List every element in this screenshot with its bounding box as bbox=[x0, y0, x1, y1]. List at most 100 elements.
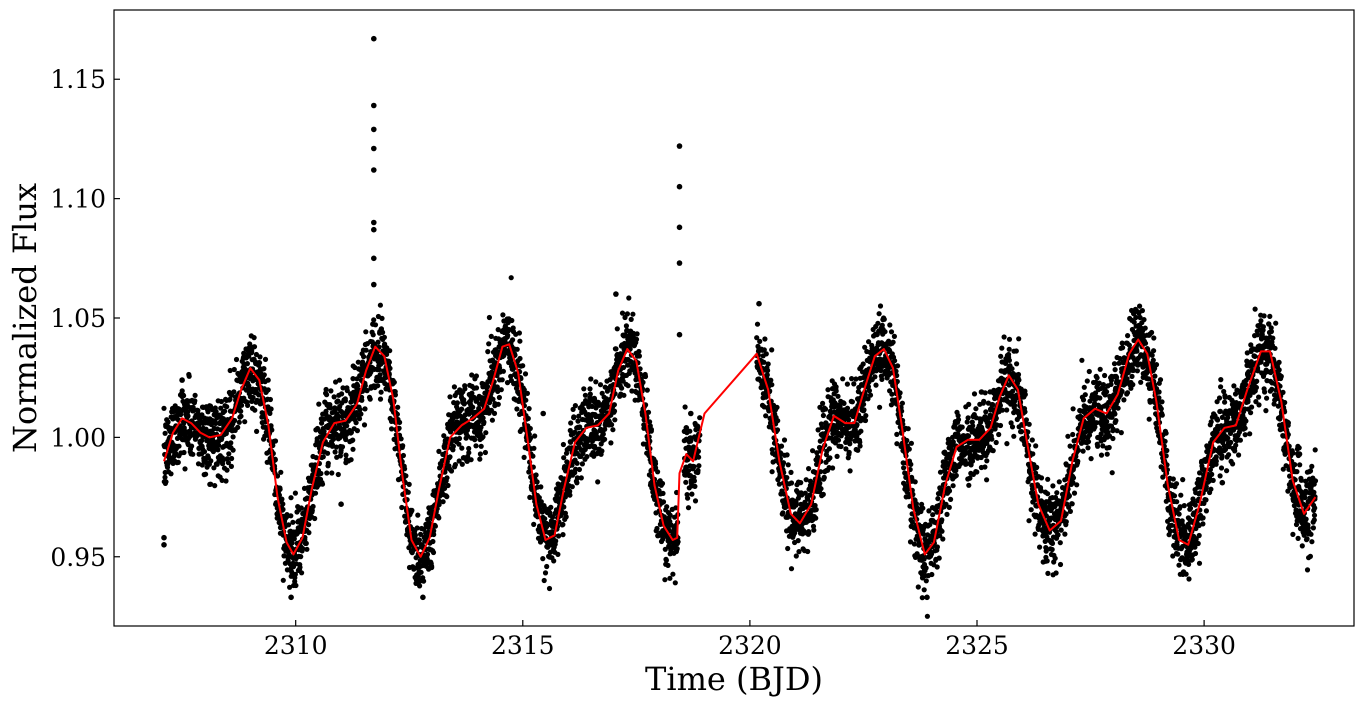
scatter-point bbox=[1066, 493, 1072, 499]
scatter-point bbox=[353, 420, 359, 426]
scatter-point bbox=[1054, 490, 1060, 496]
scatter-point bbox=[820, 412, 827, 419]
scatter-point bbox=[1022, 409, 1028, 415]
scatter-point bbox=[431, 528, 437, 534]
scatter-point bbox=[1013, 348, 1019, 354]
scatter-point bbox=[691, 464, 697, 470]
scatter-point bbox=[482, 449, 488, 456]
scatter-point bbox=[541, 504, 548, 510]
scatter-point bbox=[480, 415, 486, 421]
scatter-point bbox=[630, 311, 636, 317]
scatter-point bbox=[576, 466, 583, 473]
scatter-point bbox=[588, 376, 594, 382]
scatter-point bbox=[272, 457, 278, 463]
scatter-point bbox=[377, 372, 383, 378]
scatter-point bbox=[377, 396, 384, 402]
scatter-point bbox=[418, 531, 424, 538]
scatter-point bbox=[788, 566, 795, 572]
scatter-point bbox=[683, 479, 689, 485]
scatter-point bbox=[181, 449, 187, 456]
scatter-point bbox=[858, 428, 864, 434]
scatter-point bbox=[1018, 429, 1025, 435]
scatter-point bbox=[342, 398, 348, 404]
scatter-point bbox=[210, 437, 216, 443]
scatter-point bbox=[861, 407, 867, 413]
scatter-point bbox=[817, 480, 823, 486]
scatter-point bbox=[397, 419, 403, 425]
scatter-point bbox=[261, 372, 267, 378]
scatter-point bbox=[685, 495, 691, 501]
scatter-point bbox=[689, 491, 695, 497]
scatter-point bbox=[450, 443, 456, 449]
scatter-point bbox=[685, 468, 692, 474]
scatter-point bbox=[245, 402, 251, 408]
scatter-point bbox=[955, 417, 962, 423]
scatter-point bbox=[227, 367, 233, 374]
scatter-point bbox=[405, 489, 411, 495]
scatter-point bbox=[877, 303, 884, 309]
scatter-point bbox=[835, 393, 841, 399]
scatter-point bbox=[192, 398, 198, 404]
scatter-point bbox=[224, 467, 230, 473]
scatter-point bbox=[805, 548, 811, 555]
scatter-point bbox=[461, 400, 468, 406]
scatter-point bbox=[514, 406, 520, 412]
scatter-point bbox=[1071, 490, 1078, 496]
scatter-point bbox=[488, 333, 494, 339]
scatter-point bbox=[332, 449, 338, 455]
scatter-point bbox=[863, 413, 869, 419]
scatter-point bbox=[1004, 441, 1010, 447]
scatter-point bbox=[469, 390, 475, 396]
scatter-point bbox=[934, 564, 940, 570]
scatter-point bbox=[521, 454, 527, 460]
scatter-point bbox=[292, 571, 298, 577]
scatter-point bbox=[877, 404, 883, 410]
scatter-point bbox=[490, 396, 496, 402]
flux-scatter-points bbox=[161, 275, 1319, 619]
scatter-point bbox=[795, 538, 801, 544]
scatter-point bbox=[788, 480, 795, 486]
scatter-point bbox=[226, 451, 232, 457]
scatter-point bbox=[849, 376, 855, 382]
scatter-point bbox=[775, 418, 781, 424]
scatter-point bbox=[675, 539, 681, 545]
scatter-point bbox=[865, 396, 871, 402]
scatter-point bbox=[400, 452, 406, 459]
scatter-point bbox=[644, 387, 650, 393]
scatter-point bbox=[451, 384, 457, 390]
scatter-point bbox=[587, 391, 593, 397]
scatter-point bbox=[1075, 458, 1081, 464]
scatter-point bbox=[692, 483, 698, 489]
scatter-point bbox=[592, 445, 598, 451]
scatter-point bbox=[636, 353, 643, 359]
scatter-point bbox=[508, 373, 514, 379]
scatter-point bbox=[339, 391, 345, 397]
scatter-point bbox=[328, 388, 334, 394]
scatter-point bbox=[517, 355, 523, 362]
scatter-point bbox=[203, 471, 209, 477]
scatter-point bbox=[459, 406, 465, 412]
scatter-point bbox=[973, 406, 979, 412]
scatter-point bbox=[981, 398, 987, 404]
scatter-point bbox=[1015, 371, 1022, 378]
scatter-point bbox=[494, 384, 500, 390]
scatter-point bbox=[944, 511, 950, 517]
scatter-point bbox=[1115, 405, 1121, 411]
scatter-point bbox=[1011, 433, 1017, 439]
scatter-point bbox=[810, 523, 817, 529]
scatter-point bbox=[820, 491, 826, 497]
scatter-point bbox=[336, 377, 343, 383]
scatter-point bbox=[865, 384, 872, 390]
scatter-point bbox=[1053, 570, 1059, 576]
scatter-point bbox=[190, 451, 196, 457]
scatter-point bbox=[982, 464, 988, 470]
scatter-point bbox=[889, 391, 895, 397]
scatter-point bbox=[531, 521, 537, 528]
scatter-point bbox=[468, 457, 474, 463]
scatter-point bbox=[899, 400, 906, 406]
scatter-point bbox=[238, 413, 244, 419]
scatter-point bbox=[536, 495, 542, 501]
scatter-point bbox=[619, 385, 625, 391]
scatter-point bbox=[624, 311, 631, 317]
scatter-point bbox=[1057, 561, 1064, 568]
